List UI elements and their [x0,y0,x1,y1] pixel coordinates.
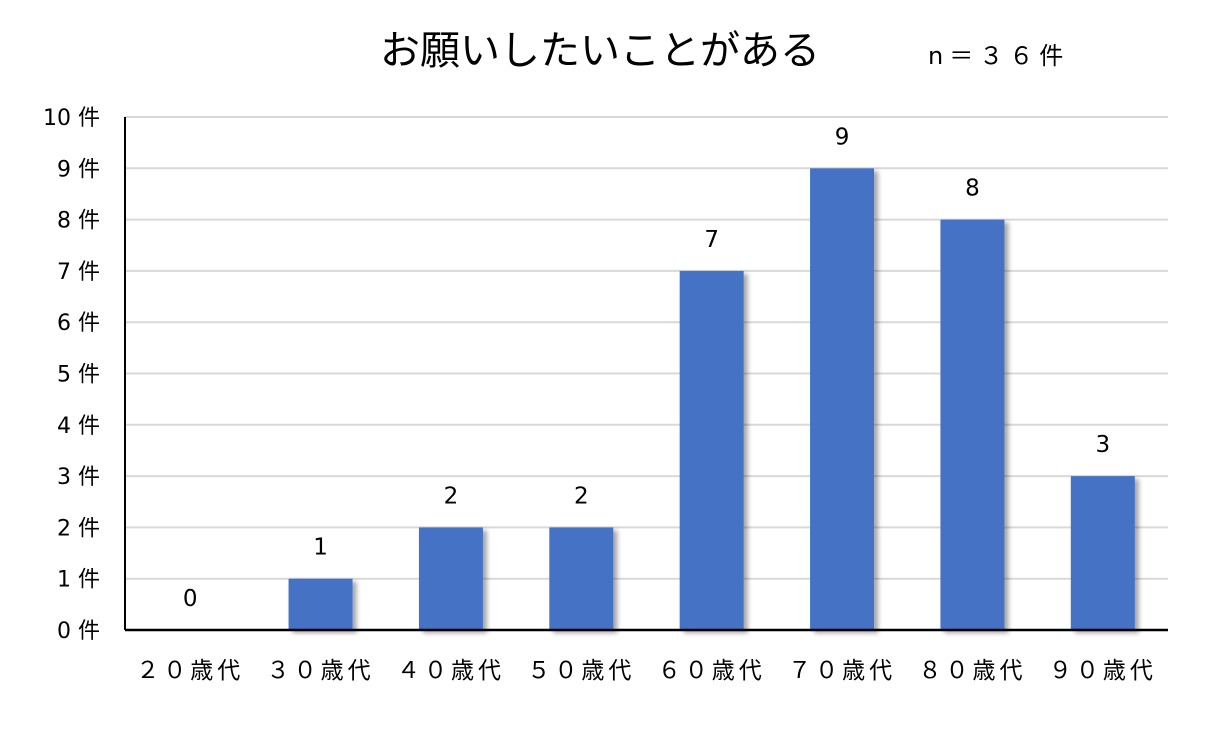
data-label: 8 [965,176,980,202]
data-label: 7 [704,227,719,253]
chart-title: お願いしたいことがある [380,28,820,74]
y-tick-label: 9 件 [57,157,100,182]
bar [288,578,353,630]
y-tick-label: 6 件 [57,311,100,336]
bar [1070,476,1135,630]
bar [810,168,875,631]
data-label: 2 [444,483,459,509]
x-tick-label: ５０歳代 [527,658,635,684]
y-tick-label: 0 件 [57,619,100,644]
data-label: 2 [574,483,589,509]
y-tick-label: 3 件 [57,465,100,490]
x-tick-label: ７０歳代 [788,658,896,684]
y-tick-label: 10 件 [43,106,100,131]
x-tick-label: ８０歳代 [918,658,1026,684]
data-label: 1 [313,535,328,561]
y-tick-label: 5 件 [57,363,100,388]
data-label: 9 [835,124,850,150]
x-tick-label: ３０歳代 [267,658,375,684]
bar [418,527,483,630]
chart-subtitle: n＝３６件 [928,42,1069,70]
data-label: 0 [183,586,198,612]
y-tick-label: 8 件 [57,209,100,234]
x-tick-label: ６０歳代 [658,658,766,684]
y-axis-ticks: 0 件 1 件 2 件 3 件 4 件 5 件 6 件 7 件 8 件 9 件 10 件 [43,106,100,644]
bars [288,168,1135,631]
x-tick-label: ９０歳代 [1049,658,1157,684]
bar [679,270,744,630]
data-label: 3 [1095,432,1110,458]
y-tick-label: 1 件 [57,568,100,593]
data-labels: 0 1 2 2 7 9 8 3 [183,124,1110,612]
y-tick-label: 2 件 [57,516,100,541]
y-tick-label: 4 件 [57,414,100,439]
bar [549,527,614,630]
axes [124,117,1168,632]
bar [940,219,1005,630]
x-tick-label: ２０歳代 [136,658,244,684]
x-tick-label: ４０歳代 [397,658,505,684]
gridlines [125,116,1168,580]
y-tick-label: 7 件 [57,260,100,285]
x-axis-ticks: ２０歳代 ３０歳代 ４０歳代 ５０歳代 ６０歳代 ７０歳代 ８０歳代 ９０歳代 [136,658,1157,684]
